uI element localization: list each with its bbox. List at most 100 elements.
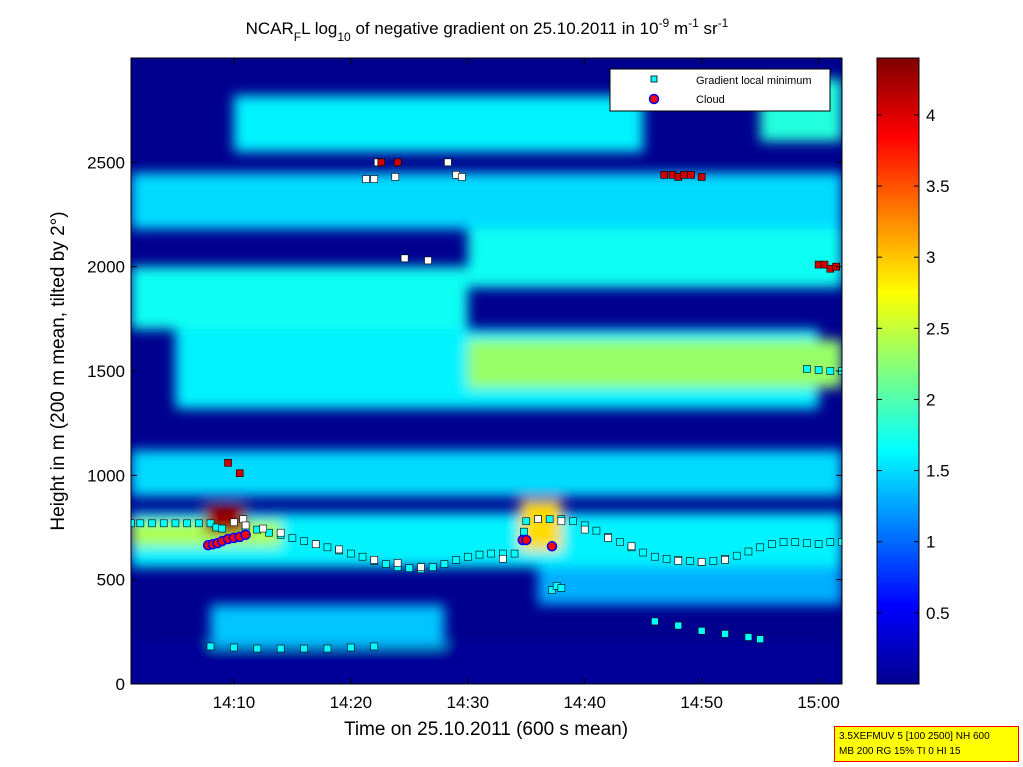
gradient-minimum-marker [803,365,811,373]
gradient-minimum-marker [424,256,432,265]
heatmap-band [467,339,842,388]
gradient-minimum-marker [651,617,659,626]
title-part: F [294,30,301,44]
gradient-minimum-marker [557,517,566,526]
y-tick-label: 1000 [87,466,125,485]
gradient-minimum-marker [131,519,135,528]
chart-title: NCARFL log10 of negative gradient on 25.… [246,16,729,44]
legend-box [609,68,831,112]
gradient-minimum-marker [358,552,367,561]
gradient-minimum-marker [651,552,659,561]
gradient-minimum-marker [235,469,244,478]
legend-marker-cloud [648,93,660,105]
colorbar-tick-label: 4 [926,106,935,125]
gradient-minimum-marker [347,643,355,652]
gradient-minimum-marker [627,542,636,551]
gradient-minimum-marker [639,548,648,557]
legend-marker-gradient-local-minimum [650,75,658,83]
gradient-minimum-marker [230,643,238,652]
gradient-minimum-marker [288,534,297,542]
heatmap-band [131,172,842,230]
gradient-minimum-marker [791,538,800,546]
gradient-minimum-marker [393,158,402,167]
gradient-minimum-marker [347,549,355,558]
colorbar-tick-label: 3.5 [926,177,950,196]
gradient-minimum-marker [522,517,531,526]
gradient-minimum-marker [744,633,753,641]
gradient-minimum-marker [444,158,452,167]
settings-line-2: MB 200 RG 15% TI 0 HI 15 [839,746,961,757]
gradient-minimum-marker [391,173,400,181]
gradient-minimum-marker [171,519,180,528]
title-part: -1 [688,16,699,30]
gradient-minimum-marker [744,547,753,556]
gradient-minimum-marker [311,540,320,548]
gradient-minimum-marker [680,171,688,179]
gradient-minimum-marker [265,528,273,537]
x-axis-label: Time on 25.10.2011 (600 s mean) [344,719,628,740]
y-axis-label: Height in m (200 m mean, tilted by 2°) [48,211,69,530]
title-part: NCAR [246,19,294,38]
gradient-minimum-marker [520,527,528,536]
gradient-minimum-marker [259,524,267,533]
gradient-minimum-marker [709,557,718,565]
title-part: sr [699,19,718,38]
gradient-minimum-marker [674,557,683,565]
gradient-minimum-marker [370,642,379,651]
x-tick-label: 14:50 [680,693,723,712]
legend-label-cloud: Cloud [696,94,725,106]
heatmap-band [233,95,644,152]
gradient-minimum-marker [400,254,409,263]
colorbar-tick-label: 0.5 [926,604,950,623]
gradient-minimum-marker [377,158,386,167]
y-tick-label: 500 [97,571,125,590]
gradient-minimum-marker [756,543,764,552]
legend: Gradient local minimum Cloud [609,68,831,112]
gradient-minimum-marker [826,538,835,546]
gradient-minimum-marker [814,540,823,548]
gradient-minimum-marker [697,558,706,566]
x-tick-label: 14:20 [330,693,373,712]
gradient-minimum-marker [323,543,332,552]
gradient-minimum-marker [440,560,449,568]
heatmap-layer [131,78,842,684]
gradient-minimum-marker [826,367,835,375]
title-part: of negative gradient on 25.10.2011 in 10 [351,19,659,38]
colorbar-tick-label: 1.5 [926,462,950,481]
gradient-minimum-marker [405,564,414,572]
gradient-minimum-marker [697,173,706,181]
gradient-minimum-marker [452,556,460,564]
plot-area [130,57,843,685]
gradient-minimum-marker [616,538,624,546]
gradient-minimum-marker [545,515,554,523]
gradient-minimum-marker [428,563,437,571]
gradient-minimum-marker [276,644,285,653]
title-part: -1 [718,16,729,30]
gradient-minimum-marker [557,584,566,592]
y-tick-label: 0 [116,675,125,694]
gradient-minimum-marker [241,521,250,530]
gradient-minimum-marker [276,528,285,537]
gradient-minimum-marker [370,556,379,564]
gradient-minimum-marker [218,524,227,533]
gradient-minimum-marker [548,586,556,594]
gradient-minimum-marker [370,175,379,183]
title-part: L log [301,19,337,38]
gradient-minimum-marker [604,534,612,542]
x-tick-label: 14:10 [213,693,256,712]
gradient-minimum-marker [148,519,156,528]
gradient-minimum-marker [475,550,484,559]
gradient-minimum-marker [159,519,168,528]
gradient-minimum-marker [803,539,811,547]
gradient-minimum-marker [732,551,741,560]
gradient-minimum-marker [721,556,729,564]
cloud-marker [521,534,532,546]
gradient-minimum-marker [756,635,764,643]
gradient-minimum-marker [592,526,601,535]
gradient-minimum-marker [195,519,203,528]
gradient-minimum-marker [300,537,308,545]
gradient-minimum-marker [660,171,669,179]
gradient-minimum-marker [687,171,695,179]
gradient-minimum-marker [697,626,706,635]
gradient-minimum-marker [499,554,507,563]
